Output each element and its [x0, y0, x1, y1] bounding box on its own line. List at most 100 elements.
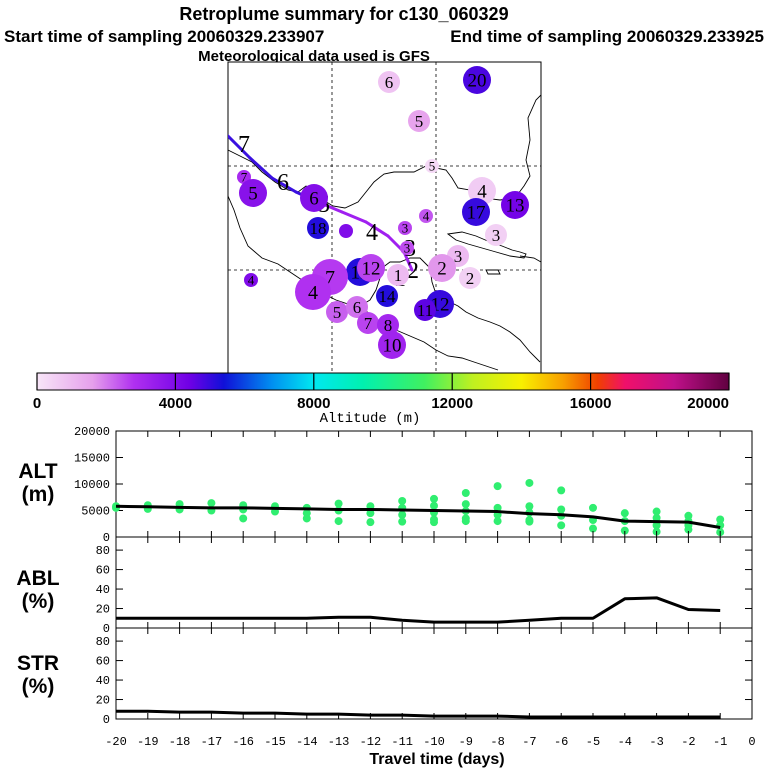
plume-point-label: 3	[404, 241, 411, 256]
trajectory-segment	[402, 250, 414, 272]
alt-scatter-point	[493, 503, 502, 512]
trajectory-segment	[340, 210, 368, 224]
str-panel-frame	[115, 627, 753, 720]
series-line	[116, 596, 721, 624]
alt-scatter-point	[525, 478, 534, 487]
alt-scatter-point	[334, 517, 343, 526]
plume-point-label: 7	[241, 170, 248, 185]
plume-point-label: 13	[506, 196, 525, 217]
plume-point-marker	[501, 191, 529, 219]
trajectory-segment	[228, 134, 252, 160]
abl-panel-unit: (%)	[22, 590, 55, 613]
alt-scatter-point	[589, 503, 597, 512]
x-tick-label: 0	[748, 735, 755, 749]
x-tick-label: -18	[169, 735, 191, 749]
colorbar-tick-8000: 8000	[297, 395, 330, 412]
str-panel-label: STR	[17, 652, 59, 675]
series-line	[116, 709, 721, 719]
plume-point-label: 4	[308, 282, 318, 304]
alt-scatter-point	[557, 486, 566, 495]
trajectory-segment	[364, 220, 390, 238]
y-tick-label: 60	[96, 655, 110, 669]
alt-scatter-point	[207, 499, 216, 508]
y-tick-label: 15000	[74, 452, 110, 466]
plume-point-marker	[357, 312, 379, 334]
x-tick-label: -16	[232, 735, 254, 749]
abl-panel-label: ABL	[16, 567, 59, 590]
alt-scatter-point	[366, 518, 375, 527]
alt-scatter-point	[493, 517, 502, 526]
plume-point-label: 4	[423, 209, 430, 224]
plume-point-marker	[485, 224, 507, 246]
map-island-cuba	[446, 231, 527, 259]
alt-scatter-points	[112, 478, 725, 537]
alt-scatter-point	[461, 517, 470, 526]
series-line	[115, 504, 721, 529]
plume-point-label: 2	[437, 259, 447, 280]
alt-panel-label: ALT	[18, 460, 57, 483]
plume-point-marker	[239, 179, 267, 207]
plume-point-marker	[419, 209, 433, 223]
x-tick-label: -5	[586, 735, 600, 749]
x-tick-label: -6	[554, 735, 568, 749]
start-time-label: Start time of sampling 20060329.233907	[4, 27, 324, 46]
plume-point-marker	[400, 241, 414, 255]
x-axis-ticks: -20 -19 -18 -17 -16 -15 -14 -13 -12 -11 -10 -9 -8 -7-…	[105, 431, 756, 749]
colorbar-tick-20000: 20000	[687, 395, 729, 412]
x-tick-label: -2	[681, 735, 695, 749]
alt-scatter-point	[652, 513, 661, 522]
y-tick-label: 5000	[81, 505, 110, 519]
plume-point-marker	[326, 301, 348, 323]
x-tick-label: -10	[423, 735, 445, 749]
y-tick-label: 80	[96, 635, 110, 649]
plume-point-marker	[398, 221, 412, 235]
x-tick-label: -1	[713, 735, 727, 749]
x-tick-label: -20	[105, 735, 127, 749]
colorbar-tick-12000: 12000	[431, 395, 473, 412]
x-tick-label: -7	[522, 735, 536, 749]
plume-point-label: 3	[454, 247, 463, 266]
plume-point-marker	[378, 331, 406, 359]
x-tick-label: -11	[391, 735, 413, 749]
abl-series-line	[116, 596, 721, 624]
alt-scatter-point	[652, 507, 661, 516]
plume-point-label: 11	[417, 301, 433, 320]
plume-point-marker	[376, 285, 398, 307]
trajectory-segment	[270, 176, 298, 194]
plume-point-label: 6	[385, 73, 394, 92]
plume-point-label: 12	[362, 259, 381, 280]
alt-scatter-point	[239, 514, 248, 523]
plume-point-label: 7	[364, 314, 373, 333]
alt-scatter-point	[398, 496, 407, 505]
alt-scatter-point	[620, 526, 629, 535]
met-data-label: Meteorological data used is GFS	[198, 48, 430, 65]
str-axis-ticks: 0 20 40 60 80	[96, 635, 752, 727]
abl-panel-frame	[115, 536, 753, 629]
plume-point-marker	[414, 299, 436, 321]
plume-point-label: 6	[309, 189, 319, 210]
map-plume-points: 2065541317375618343322121217414121156781…	[237, 66, 529, 359]
str-series-line	[116, 709, 721, 719]
plume-point-marker	[468, 177, 496, 205]
plume-point-label: 17	[467, 203, 486, 224]
x-tick-label: -15	[264, 735, 286, 749]
colorbar-ticks	[36, 373, 730, 390]
alt-scatter-point	[302, 514, 311, 523]
x-tick-label: -17	[201, 735, 223, 749]
x-tick-label: -3	[649, 735, 663, 749]
x-tick-label: -9	[459, 735, 473, 749]
y-tick-label: 20	[96, 694, 110, 708]
plume-point-label: 8	[384, 316, 393, 335]
plume-point-marker	[425, 159, 439, 173]
colorbar-tick-4000: 4000	[159, 395, 192, 412]
end-time-label: End time of sampling 20060329.233925	[450, 27, 764, 46]
plume-point-marker	[300, 184, 328, 212]
alt-scatter-point	[525, 517, 534, 526]
x-tick-label: -19	[137, 735, 159, 749]
alt-scatter-point	[684, 525, 693, 534]
x-tick-label: -8	[490, 735, 504, 749]
plume-point-label: 14	[379, 287, 397, 306]
alt-scatter-point	[652, 521, 661, 530]
timeseries-panels: ALT (m) ABL (%) STR (%) 0 5000 10000 15000 2…	[16, 425, 755, 768]
alt-scatter-point	[366, 509, 375, 518]
